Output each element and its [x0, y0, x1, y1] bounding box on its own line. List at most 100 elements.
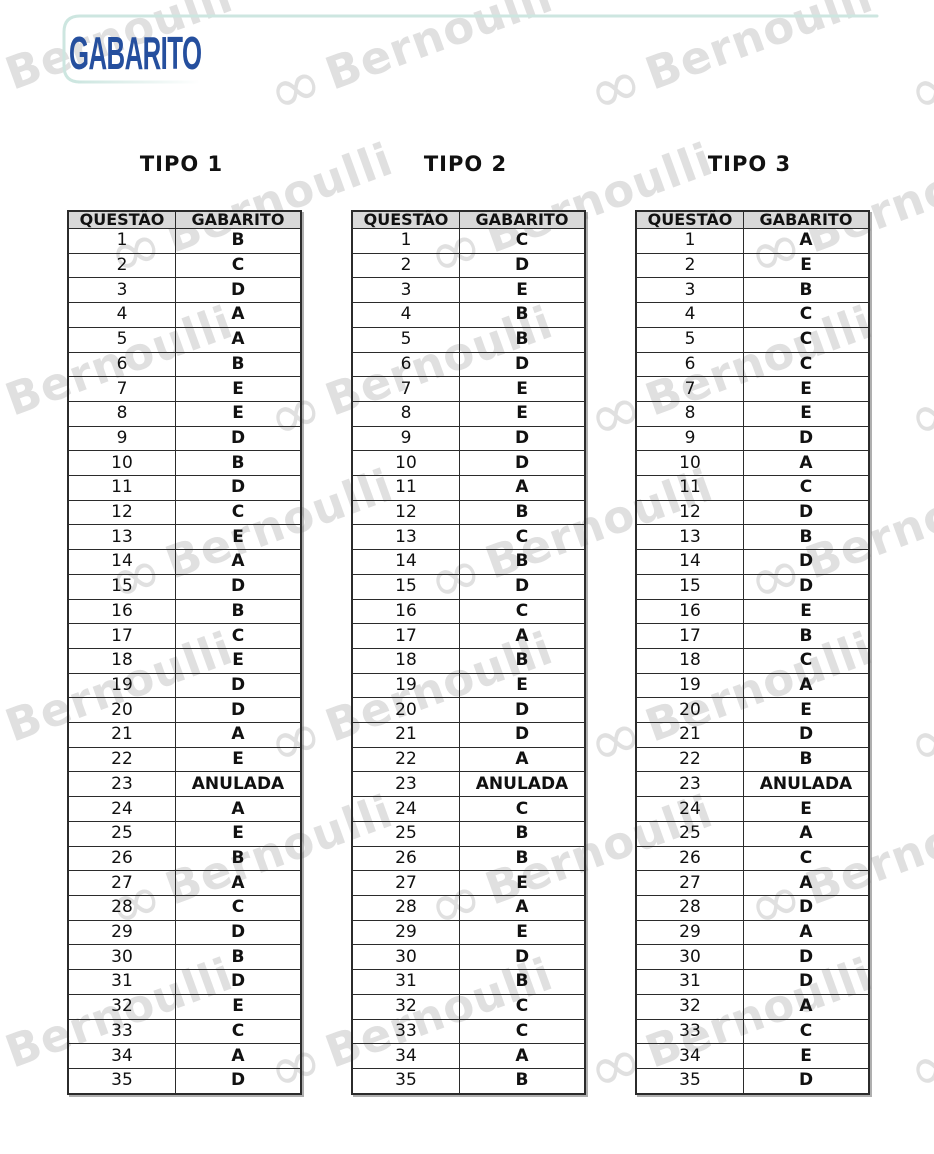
question-number: 21 [635, 722, 744, 748]
question-number: 8 [635, 400, 744, 427]
answer-letter: B [175, 944, 302, 971]
answer-letter: E [459, 400, 586, 427]
question-number: 21 [67, 722, 176, 748]
answer-letter: E [743, 1043, 870, 1069]
answer-letter: A [459, 746, 586, 773]
answer-letter: B [175, 351, 302, 378]
question-number: 32 [635, 993, 744, 1020]
question-number: 30 [351, 944, 460, 971]
answer-letter: D [743, 894, 870, 921]
answer-letter: B [175, 845, 302, 872]
answer-letter: A [175, 549, 302, 575]
answer-letter: A [743, 450, 870, 477]
answer-letter: D [459, 425, 586, 452]
table-row: 12 C [67, 499, 302, 526]
table-row: 11 A [351, 475, 586, 501]
table-row: 31 D [67, 969, 302, 995]
answer-letter: ANULADA [459, 771, 586, 798]
answer-letter: D [175, 919, 302, 946]
answer-letter: D [459, 944, 586, 971]
table-row: 14 B [351, 549, 586, 575]
question-number: 31 [635, 969, 744, 995]
question-number: 34 [635, 1043, 744, 1069]
answer-letter: B [743, 277, 870, 304]
table-row: 24 A [67, 796, 302, 822]
answer-letter: C [459, 228, 586, 254]
answer-letter: A [459, 894, 586, 921]
answer-letter: D [175, 1067, 302, 1095]
infinity-logo-icon: ∞ [577, 369, 653, 458]
question-number: 31 [351, 969, 460, 995]
answer-letter: E [175, 376, 302, 402]
question-column-header: QUESTÃO [67, 210, 176, 229]
answer-letter: B [459, 845, 586, 872]
question-number: 17 [67, 623, 176, 649]
question-number: 33 [635, 1018, 744, 1045]
table-row: 16 B [67, 598, 302, 625]
answer-letter: A [459, 623, 586, 649]
question-number: 25 [635, 820, 744, 847]
question-number: 12 [351, 499, 460, 526]
question-number: 13 [635, 524, 744, 551]
question-number: 1 [351, 228, 460, 254]
table-row: 26 B [351, 845, 586, 872]
question-number: 17 [635, 623, 744, 649]
question-number: 33 [67, 1018, 176, 1045]
answer-letter: E [175, 820, 302, 847]
answer-letter: D [175, 573, 302, 600]
answer-letter: B [175, 598, 302, 625]
table-row: 27 E [351, 870, 586, 896]
table-row: 34 A [67, 1043, 302, 1069]
answer-letter: C [743, 647, 870, 674]
answer-letter: A [743, 919, 870, 946]
table-row: 20 E [635, 697, 870, 724]
answer-letter: C [175, 623, 302, 649]
table-row: 31 D [635, 969, 870, 995]
table-row: 30 D [351, 944, 586, 971]
table-row: 24 C [351, 796, 586, 822]
question-number: 9 [351, 425, 460, 452]
answer-letter: A [175, 870, 302, 896]
question-number: 31 [67, 969, 176, 995]
question-number: 25 [351, 820, 460, 847]
table-row: 33 C [351, 1018, 586, 1045]
answer-table: QUESTÃO GABARITO 1 B 2 C 3 D 4 A 5 A 6 B 7 E 8 E 9 D 10 B 11 D 1… [67, 210, 302, 1095]
answer-letter: C [743, 1018, 870, 1045]
answer-letter: E [743, 796, 870, 822]
tipo-3-heading: TIPO 3 [707, 152, 792, 176]
answer-letter: C [459, 796, 586, 822]
answer-table-tipo-2: QUESTÃO GABARITO 1 C 2 D 3 E 4 B 5 B 6 D 7 E 8 E 9 D 10 D 11 A 1… [351, 210, 586, 1095]
question-column-header: QUESTÃO [351, 210, 460, 229]
answer-letter: D [743, 944, 870, 971]
table-row: 22 A [351, 746, 586, 773]
question-number: 35 [67, 1067, 176, 1095]
answer-letter: ANULADA [743, 771, 870, 798]
question-number: 2 [67, 252, 176, 279]
answer-letter: E [175, 746, 302, 773]
table-row: 29 E [351, 919, 586, 946]
answer-letter: B [175, 450, 302, 477]
table-row: 35 D [67, 1067, 302, 1095]
question-number: 10 [351, 450, 460, 477]
answer-letter: C [743, 326, 870, 353]
question-number: 24 [67, 796, 176, 822]
answer-letter: B [743, 746, 870, 773]
question-number: 26 [67, 845, 176, 872]
infinity-logo-icon: ∞ [577, 695, 653, 784]
answer-table-tipo-1: QUESTÃO GABARITO 1 B 2 C 3 D 4 A 5 A 6 B 7 E 8 E 9 D 10 B 11 D 1… [67, 210, 302, 1095]
answer-letter: D [743, 722, 870, 748]
question-number: 22 [351, 746, 460, 773]
question-number: 20 [351, 697, 460, 724]
table-row: 15 D [67, 573, 302, 600]
answer-letter: B [459, 499, 586, 526]
table-row: 23 ANULADA [351, 771, 586, 798]
answer-letter: C [459, 598, 586, 625]
